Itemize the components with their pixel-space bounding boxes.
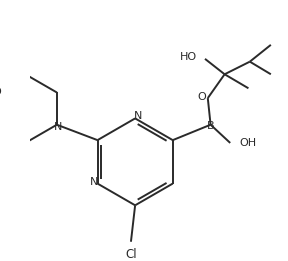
Text: HO: HO xyxy=(180,52,197,62)
Text: N: N xyxy=(54,122,62,132)
Text: OH: OH xyxy=(239,138,256,148)
Text: N: N xyxy=(134,111,143,121)
Text: B: B xyxy=(207,121,215,131)
Text: O: O xyxy=(0,87,1,98)
Text: Cl: Cl xyxy=(125,248,137,261)
Text: O: O xyxy=(197,92,206,102)
Text: N: N xyxy=(90,177,98,187)
